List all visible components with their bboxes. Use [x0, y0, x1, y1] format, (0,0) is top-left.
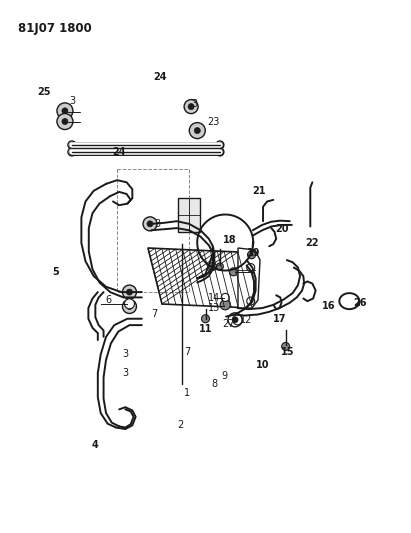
- Text: 27: 27: [222, 319, 234, 329]
- Circle shape: [122, 300, 136, 313]
- Text: 4: 4: [91, 440, 98, 450]
- Text: 21: 21: [252, 186, 266, 196]
- Text: 14: 14: [208, 294, 220, 303]
- Circle shape: [233, 315, 242, 325]
- Text: 3: 3: [154, 219, 160, 229]
- Text: 15: 15: [281, 347, 294, 357]
- Text: 25: 25: [38, 87, 51, 96]
- Circle shape: [57, 103, 73, 119]
- Circle shape: [201, 314, 210, 323]
- Text: 3: 3: [69, 96, 75, 106]
- Text: 10: 10: [256, 360, 269, 370]
- Circle shape: [57, 114, 73, 130]
- Text: 81J07 1800: 81J07 1800: [18, 22, 92, 35]
- Circle shape: [143, 217, 157, 231]
- Circle shape: [147, 221, 153, 227]
- Text: 17: 17: [273, 314, 286, 324]
- Text: 22: 22: [306, 238, 319, 247]
- Circle shape: [229, 268, 238, 276]
- Circle shape: [189, 123, 205, 139]
- Circle shape: [68, 141, 76, 149]
- Text: 5: 5: [52, 267, 59, 277]
- Text: 23: 23: [208, 117, 220, 126]
- Text: 18: 18: [223, 235, 237, 245]
- Text: 13: 13: [208, 303, 220, 313]
- Text: 19: 19: [247, 248, 261, 258]
- Circle shape: [216, 148, 224, 156]
- Text: 26: 26: [353, 298, 366, 308]
- Circle shape: [188, 103, 194, 110]
- Text: 3: 3: [122, 368, 128, 377]
- Circle shape: [208, 262, 217, 271]
- Circle shape: [127, 289, 132, 295]
- Text: 11: 11: [199, 325, 212, 334]
- Circle shape: [184, 100, 198, 114]
- Polygon shape: [148, 248, 252, 308]
- Circle shape: [62, 118, 68, 125]
- Polygon shape: [178, 198, 200, 232]
- Text: 24: 24: [154, 72, 167, 82]
- Text: 2: 2: [178, 421, 184, 430]
- Circle shape: [122, 285, 136, 299]
- Text: 8: 8: [212, 379, 217, 389]
- Text: 1: 1: [184, 389, 190, 398]
- Text: 12: 12: [240, 315, 252, 325]
- Circle shape: [282, 342, 290, 351]
- Circle shape: [125, 299, 134, 309]
- Text: 20: 20: [275, 224, 288, 234]
- Text: 6: 6: [106, 295, 112, 304]
- Circle shape: [216, 141, 224, 149]
- Circle shape: [221, 293, 229, 302]
- Circle shape: [247, 251, 256, 259]
- Circle shape: [127, 303, 132, 310]
- Text: 16: 16: [322, 302, 335, 311]
- Circle shape: [68, 148, 76, 156]
- Circle shape: [220, 300, 230, 310]
- Text: 3: 3: [191, 99, 197, 109]
- Text: 9: 9: [221, 371, 227, 381]
- Text: 24: 24: [113, 147, 126, 157]
- Text: 3: 3: [122, 350, 128, 359]
- Circle shape: [216, 263, 224, 270]
- Circle shape: [232, 317, 238, 323]
- Text: 7: 7: [184, 347, 190, 357]
- Circle shape: [194, 127, 200, 134]
- Text: 7: 7: [151, 310, 157, 319]
- Polygon shape: [238, 248, 260, 308]
- Circle shape: [62, 108, 68, 114]
